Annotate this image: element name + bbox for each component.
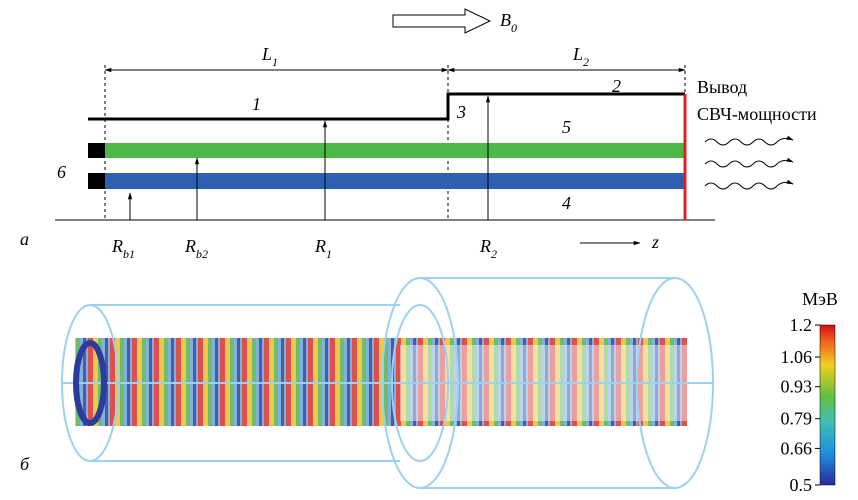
region-label: 5	[562, 117, 571, 137]
radius-label: R2	[479, 236, 497, 261]
region-label: 3	[456, 102, 466, 122]
wall	[88, 94, 685, 119]
cathode	[88, 173, 105, 189]
cathode	[88, 143, 105, 158]
region-label: 2	[612, 76, 621, 96]
radius-label: Rb1	[111, 236, 135, 261]
beam-inner	[105, 173, 685, 189]
output-label: СВЧ-мощности	[697, 104, 817, 124]
figure: B0 L1 L2 Rb1 Rb2 R1 R2 1 2 3 4 5 6 Вывод…	[0, 0, 858, 500]
beam-outer	[105, 143, 685, 158]
colorbar-tick-label: 0.79	[781, 409, 813, 429]
colorbar-tick-label: 0.66	[781, 438, 813, 458]
wave-arrows	[705, 138, 793, 189]
panel-label: б	[20, 454, 30, 474]
simulation-image	[62, 278, 713, 488]
colorbar-tick-label: 1.2	[790, 315, 813, 335]
region-label: 6	[57, 162, 66, 182]
colorbar	[820, 325, 835, 485]
region-label: 1	[252, 94, 261, 114]
field-arrow	[393, 9, 490, 33]
radius-label: R1	[314, 236, 332, 261]
colorbar-tick-label: 0.93	[781, 377, 813, 397]
field-label: B0	[500, 10, 517, 35]
region-label: 4	[562, 193, 571, 213]
colorbar-tick-label: 0.5	[790, 475, 813, 495]
radius-label: Rb2	[184, 236, 208, 261]
output-label: Вывод	[697, 77, 747, 97]
length-label: L2	[572, 44, 589, 69]
panel-label: а	[20, 229, 29, 249]
length-label: L1	[261, 44, 278, 69]
colorbar-unit: МэВ	[802, 289, 838, 309]
colorbar-tick-label: 1.06	[781, 347, 813, 367]
axis-label: z	[651, 232, 659, 252]
dashed-guides	[105, 65, 685, 220]
